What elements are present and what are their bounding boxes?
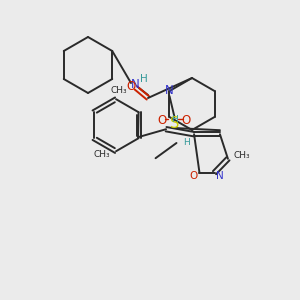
Text: O: O	[126, 80, 136, 92]
Text: S: S	[170, 116, 179, 130]
Text: H: H	[171, 115, 177, 124]
Text: O: O	[189, 171, 198, 181]
Text: N: N	[216, 171, 224, 181]
Text: H: H	[140, 74, 148, 84]
Text: O: O	[182, 115, 191, 128]
Text: CH₃: CH₃	[234, 151, 250, 160]
Text: CH₃: CH₃	[111, 86, 128, 95]
Text: N: N	[165, 85, 174, 98]
Text: H: H	[183, 138, 189, 147]
Text: O: O	[158, 115, 167, 128]
Text: N: N	[130, 79, 140, 92]
Text: CH₃: CH₃	[94, 150, 110, 159]
